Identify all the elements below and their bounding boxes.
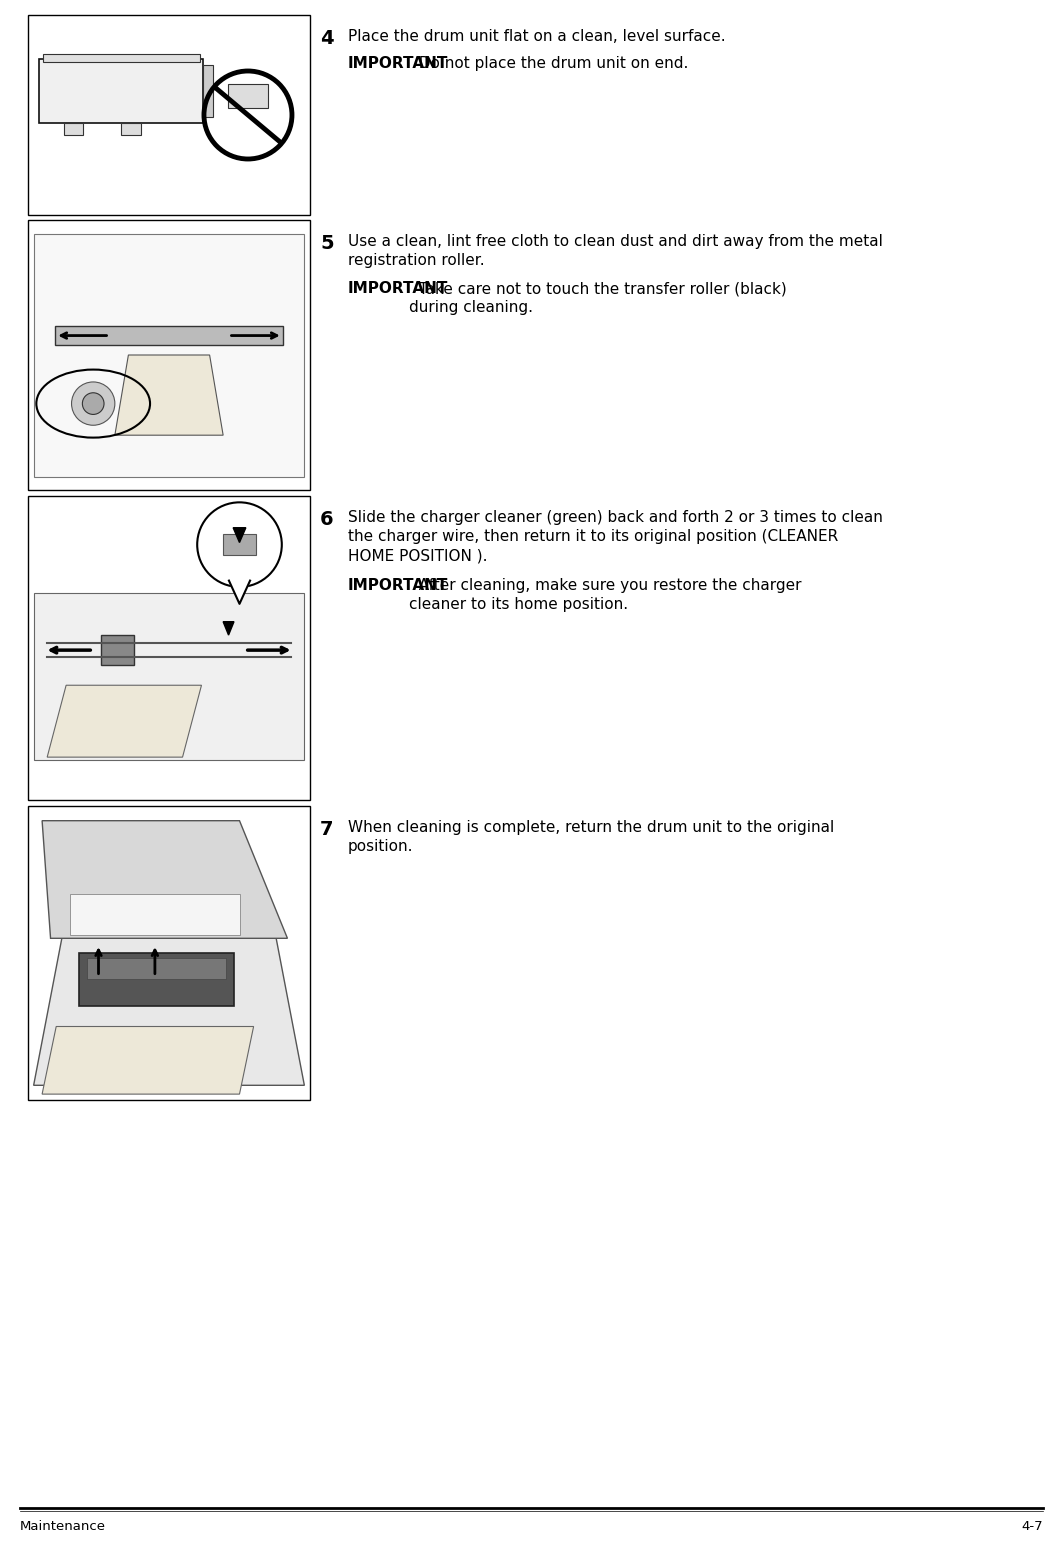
Polygon shape — [43, 1026, 254, 1095]
Bar — [34, 233, 304, 476]
Text: 7: 7 — [320, 821, 334, 839]
Text: IMPORTANT: IMPORTANT — [348, 578, 449, 594]
Text: Maintenance: Maintenance — [20, 1521, 106, 1533]
Bar — [101, 636, 134, 666]
Text: Slide the charger cleaner (green) back and forth 2 or 3 times to clean
the charg: Slide the charger cleaner (green) back a… — [348, 511, 883, 564]
Text: 4: 4 — [320, 30, 334, 49]
Bar — [28, 806, 310, 1099]
Circle shape — [198, 503, 282, 587]
Bar — [229, 85, 268, 108]
Text: IMPORTANT: IMPORTANT — [348, 282, 449, 296]
Polygon shape — [229, 581, 250, 604]
Bar — [28, 219, 310, 490]
Polygon shape — [223, 622, 234, 636]
Bar — [203, 66, 213, 116]
Polygon shape — [115, 355, 223, 435]
Text: 4-7: 4-7 — [1022, 1521, 1043, 1533]
Bar — [55, 326, 283, 345]
Text: When cleaning is complete, return the drum unit to the original
position.: When cleaning is complete, return the dr… — [348, 821, 834, 853]
Bar — [28, 16, 310, 215]
Bar — [222, 534, 256, 556]
Text: After cleaning, make sure you restore the charger
cleaner to its home position.: After cleaning, make sure you restore th… — [409, 578, 802, 612]
Text: Do not place the drum unit on end.: Do not place the drum unit on end. — [409, 56, 689, 70]
Polygon shape — [34, 938, 304, 1085]
Bar — [86, 958, 226, 979]
Polygon shape — [233, 528, 246, 542]
Bar — [64, 124, 83, 135]
Bar — [28, 496, 310, 800]
Bar — [121, 124, 140, 135]
Bar — [79, 954, 234, 1005]
Text: Take care not to touch the transfer roller (black)
during cleaning.: Take care not to touch the transfer roll… — [409, 282, 787, 315]
Bar — [70, 894, 239, 935]
Polygon shape — [43, 821, 287, 938]
Text: Use a clean, lint free cloth to clean dust and dirt away from the metal
registra: Use a clean, lint free cloth to clean du… — [348, 233, 883, 268]
Bar — [43, 53, 200, 61]
Text: IMPORTANT: IMPORTANT — [348, 56, 449, 70]
Text: Place the drum unit flat on a clean, level surface.: Place the drum unit flat on a clean, lev… — [348, 30, 726, 44]
Bar — [34, 594, 304, 761]
Bar — [39, 60, 203, 124]
Text: 6: 6 — [320, 511, 334, 529]
Circle shape — [71, 382, 115, 426]
Polygon shape — [47, 686, 202, 756]
Circle shape — [82, 393, 104, 415]
Text: 5: 5 — [320, 233, 334, 254]
